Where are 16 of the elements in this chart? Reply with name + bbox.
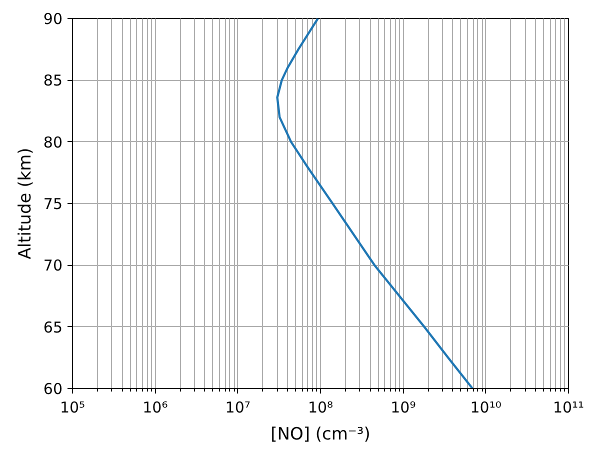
x-tick-label: 10⁹ <box>390 398 416 416</box>
x-tick-label: 10⁶ <box>142 398 168 416</box>
x-tick-label: 10⁸ <box>308 398 334 416</box>
y-tick-label: 60 <box>43 380 63 398</box>
x-tick-label: 10¹¹ <box>552 398 584 416</box>
y-tick-label: 75 <box>43 195 63 213</box>
y-tick-label: 85 <box>43 72 63 90</box>
x-tick-label: 10⁵ <box>60 398 86 416</box>
y-tick-label: 80 <box>43 133 63 152</box>
x-tick-label: 10¹⁰ <box>470 398 502 416</box>
y-axis-title: Altitude (km) <box>15 148 36 260</box>
x-tick-label: 10⁷ <box>225 398 250 416</box>
y-tick-label: 70 <box>43 256 63 275</box>
y-tick-label: 65 <box>43 318 63 336</box>
x-axis-title: [NO] (cm⁻³) <box>270 424 370 444</box>
y-tick-label: 90 <box>43 10 63 28</box>
